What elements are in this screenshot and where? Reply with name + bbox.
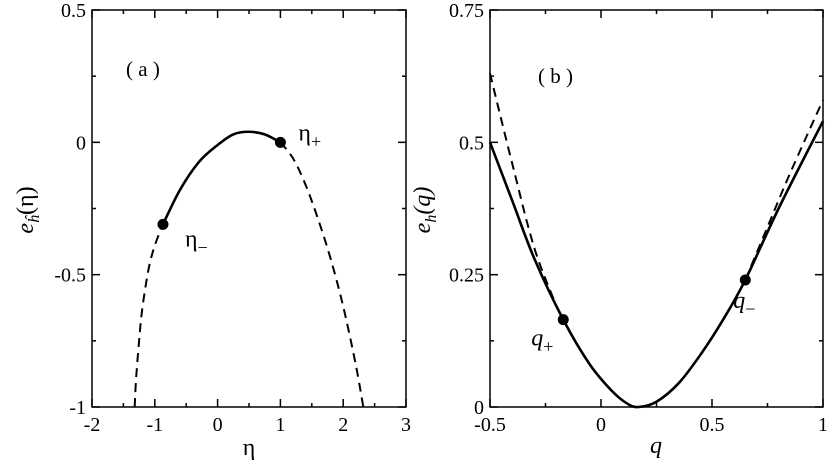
panel-a-point-label-1: η+ [298,120,321,151]
panel-a-series-dashed-1 [133,224,164,408]
panel-a-point-label-0: η− [185,226,208,257]
panel-a-point-1 [274,136,286,148]
panel-b-point-label-sub: + [543,337,553,357]
panel-a-xtick-label: -2 [84,414,101,436]
panel-b-ylabel-main: e [410,222,436,233]
panel-b-points: q+q− [531,274,755,357]
panel-b-xlabel: q [650,433,662,459]
panel-b-ylabel: eh(q) [410,187,440,234]
panel-a-xtick-label: 2 [338,414,348,436]
panel-b-ytick-label: 0.5 [459,132,484,154]
panel-b-ylabel-sub: h [423,215,440,223]
panel-a-ytick-label: -0.5 [54,265,86,287]
panel-a-ytick-label: -1 [69,397,86,419]
panel-b-ylabel-arg: (q) [410,187,436,215]
panel-b-point-label-sub: − [745,299,755,319]
panel-a-ytick-label: 0 [76,132,86,154]
panel-b-point-label-main: q [733,288,745,314]
panel-a-point-label-sub: − [198,237,208,257]
panel-a-series-solid-0 [161,130,282,225]
panel-a-ylabel-sub: ĥ [24,214,43,223]
panel-b-point-label-main: q [531,326,543,352]
panel-a-xtick-label: 0 [213,414,223,436]
panel-a-ylabel-main: e [13,223,39,234]
panel-a-point-label-main: η [298,120,311,146]
panel-a-series [133,130,365,408]
panel-a-point-label-main: η [185,226,198,252]
svg-text:eĥ(η): eĥ(η) [13,186,43,233]
panel-a-ytick-label: 0.5 [61,0,86,22]
panel-b-ytick-label: 0.25 [449,265,484,287]
panel-b-xtick-label: 0 [596,414,606,436]
panel-b-ytick-label: 0.75 [449,0,484,22]
panel-a-point-0 [157,218,169,230]
panel-b-label: ( b ) [538,64,573,88]
panel-b-series [488,73,825,409]
panel-b-point-label-1: q− [733,288,755,319]
panel-a-xtick-label: 3 [401,414,411,436]
panel-b-point-0 [557,314,569,326]
panel-a-points: η−η+ [157,120,321,257]
panel-a-xlabel: η [243,435,256,461]
svg-text:eh(q): eh(q) [410,187,440,234]
panel-b: ( b ) q eh(q) -0.5 0 0.5 100.250.50.75 q+q− [410,0,828,459]
panel-a-xtick-label: 1 [275,414,285,436]
panel-b-series-dashed-2 [744,99,824,281]
panel-b-series-dashed-1 [489,73,558,307]
panel-b-point-1 [739,274,751,286]
panel-a-ylabel: eĥ(η) [13,186,43,233]
panel-b-xtick-label: 1 [818,414,828,436]
panel-b-xtick-label: -0.5 [474,414,506,436]
panel-a-xtick-label: -1 [146,414,163,436]
panel-a-ylabel-arg: (η) [13,186,39,215]
panel-b-xtick-label: 0.5 [700,414,725,436]
panel-a-point-label-sub: + [311,131,321,151]
panel-b-ytick-label: 0 [474,397,484,419]
panel-a-label: ( a ) [126,57,160,81]
panel-a-ticks: -2 -1 0 1 2 3-1-0.500.5 [54,0,411,436]
panel-b-point-label-0: q+ [531,326,553,357]
panel-a: ( a ) η eĥ(η) -2 -1 0 1 2 3-1-0.500.5 η−η+ [13,0,411,461]
panel-a-series-dashed-2 [279,141,365,408]
